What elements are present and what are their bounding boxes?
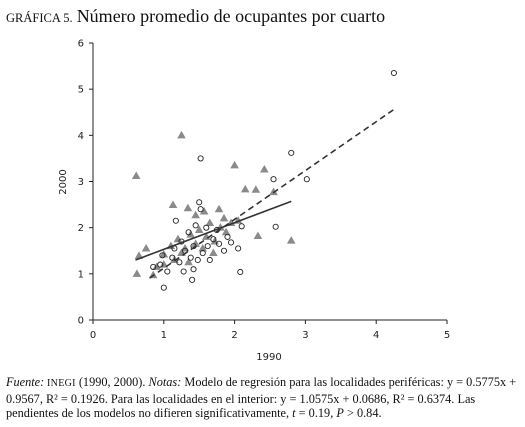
y-tick-label: 0: [78, 316, 84, 327]
circle-point: [220, 247, 228, 254]
circle-point: [185, 229, 192, 236]
circle-point: [150, 263, 157, 270]
footnote: Fuente: INEGI (1990, 2000). Notas: Model…: [6, 375, 520, 421]
circle-point: [157, 261, 164, 268]
triangle-point: [221, 227, 231, 236]
triangle-point: [131, 171, 141, 179]
circle-point: [288, 149, 295, 156]
title-text: Número promedio de ocupantes por cuarto: [77, 6, 385, 26]
triangle-point: [199, 207, 209, 215]
triangle-point: [194, 225, 204, 233]
triangle-point: [260, 164, 269, 173]
circle-point: [159, 252, 166, 259]
title-label: GRÁFICA 5.: [6, 11, 73, 25]
circle-point: [215, 240, 223, 247]
circle-point: [172, 217, 179, 224]
circle-point: [196, 199, 203, 206]
triangle-point: [191, 210, 200, 219]
circle-point: [187, 254, 194, 261]
triangle-point: [251, 185, 261, 193]
x-tick-label: 1: [161, 330, 167, 341]
triangle-point: [253, 231, 263, 239]
x-tick-label: 5: [444, 330, 450, 341]
footnote-part: P: [336, 406, 344, 420]
circle-point: [190, 243, 197, 250]
y-tick-label: 4: [78, 131, 84, 142]
triangle-point: [184, 257, 193, 266]
triangle-point: [219, 213, 229, 222]
footnote-part: Fuente:: [6, 375, 45, 389]
triangle-point: [198, 243, 208, 252]
triangle-point: [159, 249, 169, 258]
triangle-point: [240, 184, 250, 193]
y-tick-label: 5: [78, 85, 84, 96]
footnote-part: INEGI: [44, 378, 76, 389]
triangle-point: [269, 187, 278, 196]
circle-point: [180, 268, 187, 275]
triangle-point: [286, 236, 296, 244]
footnote-part: Notas:: [148, 375, 182, 389]
triangle-point: [230, 160, 239, 169]
y-axis-label: 2000: [58, 169, 69, 194]
regression-line: [135, 200, 292, 261]
triangle-point: [152, 262, 162, 270]
circle-point: [197, 206, 204, 213]
triangle-point: [209, 248, 218, 257]
y-tick-label: 1: [78, 269, 84, 280]
chart-title: GRÁFICA 5. Número promedio de ocupantes p…: [6, 6, 385, 26]
triangle-point: [191, 239, 200, 247]
triangle-point: [141, 243, 151, 252]
triangle-point: [168, 200, 178, 209]
chart: GRÁFICA 5. Número promedio de ocupantes p…: [6, 6, 450, 363]
footnote-part: t: [292, 406, 296, 420]
circle-point: [228, 239, 235, 246]
x-tick-label: 2: [231, 330, 237, 341]
circle-point: [192, 222, 199, 229]
footnote-part: > 0.84.: [343, 406, 382, 420]
circle-point: [303, 176, 310, 183]
triangle-point: [205, 218, 215, 227]
circle-point: [210, 236, 217, 243]
circle-point: [235, 245, 242, 252]
circle-point: [270, 176, 277, 183]
circle-point: [203, 224, 210, 231]
triangle-point: [173, 234, 183, 243]
circle-point: [176, 259, 183, 266]
triangle-point: [177, 130, 186, 139]
circle-point: [204, 243, 211, 250]
circle-point: [197, 155, 204, 162]
circle-point: [160, 284, 167, 291]
x-tick-label: 3: [302, 330, 308, 341]
x-axis-label: 1990: [256, 352, 281, 363]
circle-point: [194, 256, 201, 264]
triangle-point: [132, 269, 142, 277]
y-tick-label: 2: [78, 223, 84, 234]
circle-point: [224, 233, 231, 240]
circle-point: [390, 69, 397, 77]
circle-point: [237, 268, 244, 276]
circle-point: [206, 256, 213, 264]
circle-point: [190, 266, 197, 273]
x-tick-label: 4: [373, 330, 379, 341]
circle-point: [189, 276, 196, 283]
y-tick-label: 6: [78, 39, 84, 50]
x-tick-label: 0: [90, 330, 96, 341]
triangle-point: [214, 204, 224, 213]
circle-point: [169, 254, 176, 261]
circle-point: [238, 223, 245, 230]
circle-point: [164, 268, 171, 275]
triangle-point: [159, 260, 169, 268]
footnote-part: = 0.19,: [295, 406, 337, 420]
triangle-point: [134, 251, 144, 259]
circle-point: [272, 223, 279, 230]
circle-point: [199, 250, 206, 257]
footnote-part: Modelo de regresión para las localidades…: [6, 375, 517, 420]
triangle-point: [183, 203, 193, 212]
footnote-part: (1990, 2000).: [75, 375, 149, 389]
y-tick-label: 3: [78, 177, 84, 188]
